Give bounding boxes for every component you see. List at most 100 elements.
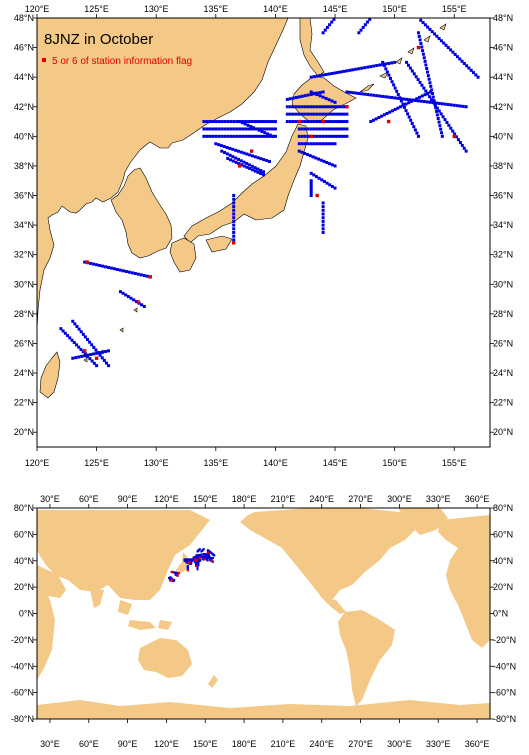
station-marker — [112, 267, 116, 271]
station-marker — [324, 105, 328, 109]
station-marker — [133, 272, 137, 276]
global-flagged-station-marker — [177, 572, 180, 575]
station-marker — [393, 96, 397, 100]
station-marker — [238, 134, 242, 138]
lat-tick-left: 22°N — [14, 398, 34, 408]
station-marker — [309, 127, 313, 131]
station-marker — [420, 94, 424, 98]
station-marker — [228, 146, 232, 150]
station-marker — [262, 173, 265, 177]
station-marker — [333, 164, 337, 168]
station-marker — [228, 158, 232, 162]
station-marker — [229, 134, 233, 138]
station-marker — [419, 42, 423, 46]
station-marker — [285, 112, 289, 116]
station-marker — [208, 127, 212, 131]
station-marker — [471, 71, 475, 75]
station-marker — [309, 184, 313, 188]
global-lat-tick-left: -40°N — [11, 661, 34, 671]
global-lon-tick-top: 210°E — [271, 494, 296, 504]
station-marker — [342, 127, 346, 131]
station-marker — [372, 64, 376, 68]
station-marker — [235, 120, 239, 124]
station-marker — [438, 124, 442, 128]
station-marker — [430, 30, 434, 34]
station-marker — [437, 120, 441, 124]
station-marker — [59, 327, 63, 331]
station-marker — [321, 90, 325, 94]
station-marker — [312, 91, 316, 95]
station-marker — [327, 134, 331, 138]
station-marker — [435, 34, 439, 38]
station-marker — [330, 134, 334, 138]
station-marker — [241, 127, 245, 131]
station-marker — [321, 142, 325, 146]
station-marker — [360, 92, 364, 96]
south-asia — [37, 565, 104, 608]
station-marker — [418, 38, 422, 42]
station-marker — [327, 127, 331, 131]
station-marker — [142, 304, 146, 308]
station-marker — [375, 64, 379, 68]
station-marker — [309, 179, 313, 183]
station-marker — [321, 223, 325, 227]
station-marker — [306, 142, 310, 146]
station-marker — [288, 105, 292, 109]
station-marker — [345, 112, 349, 116]
station-marker — [418, 80, 422, 84]
station-marker — [380, 114, 384, 118]
station-marker — [219, 144, 223, 148]
global-lat-tick-left: -80°N — [11, 714, 34, 724]
kuril-islands — [359, 23, 447, 93]
flagged-station-marker — [237, 164, 242, 168]
station-marker — [253, 120, 257, 124]
lat-tick-left: 28°N — [14, 309, 34, 319]
station-marker — [259, 157, 263, 161]
station-marker — [323, 28, 327, 32]
station-marker — [256, 170, 260, 174]
station-marker — [318, 105, 322, 109]
station-marker — [248, 167, 252, 171]
station-marker — [220, 149, 224, 153]
lat-tick-right: 38°N — [493, 161, 513, 171]
global-flagged-station-marker — [206, 551, 209, 554]
station-marker — [315, 93, 319, 97]
station-marker — [314, 156, 318, 160]
global-station-marker — [191, 559, 194, 562]
lon-tick-bottom: 140°E — [263, 458, 288, 468]
station-marker — [264, 120, 268, 124]
station-marker — [402, 105, 406, 109]
global-lon-tick-top: 360°E — [465, 494, 490, 504]
station-marker — [453, 132, 457, 136]
station-marker — [333, 127, 337, 131]
station-marker — [449, 48, 453, 52]
station-marker — [437, 101, 441, 105]
station-marker — [447, 123, 451, 127]
new-zealand — [208, 675, 218, 688]
station-marker — [104, 265, 108, 269]
station-marker — [315, 112, 319, 116]
station-marker — [357, 31, 361, 35]
station-marker — [417, 34, 421, 38]
flagged-station-marker — [82, 349, 87, 353]
station-marker — [226, 157, 230, 161]
station-marker — [318, 142, 322, 146]
station-marker — [244, 120, 248, 124]
global-flagged-station-marker — [186, 569, 189, 572]
station-marker — [83, 260, 87, 264]
station-marker — [354, 67, 358, 71]
station-marker — [300, 142, 304, 146]
central-america — [322, 598, 346, 614]
global-lon-tick-bottom: 210°E — [271, 739, 296, 749]
station-marker — [357, 67, 361, 71]
global-station-marker — [202, 548, 205, 551]
global-lon-tick-bottom: 330°E — [426, 739, 451, 749]
station-marker — [345, 134, 349, 138]
lon-tick-top: 130°E — [144, 4, 169, 14]
global-lon-tick-top: 90°E — [118, 494, 138, 504]
station-marker — [439, 39, 443, 43]
station-marker — [415, 131, 419, 135]
station-marker — [140, 303, 144, 307]
station-marker — [366, 65, 370, 69]
regional-stations — [59, 17, 480, 368]
